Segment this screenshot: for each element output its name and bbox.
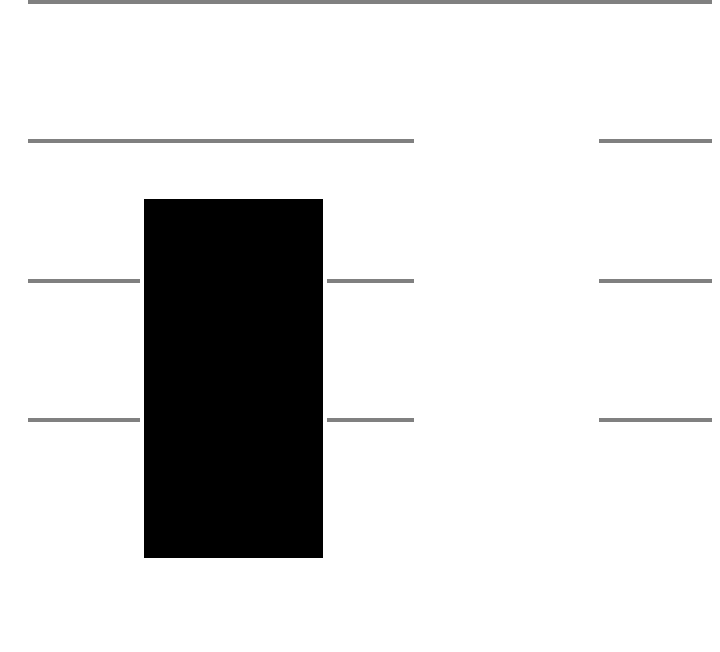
black-block xyxy=(144,199,323,558)
